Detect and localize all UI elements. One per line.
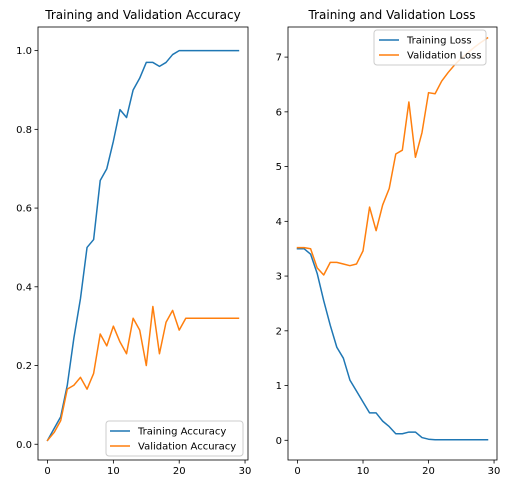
legend-label-validation-loss: Validation Loss <box>407 51 482 62</box>
loss-axes-frame <box>287 26 498 461</box>
series-line-validation-accuracy <box>46 305 240 442</box>
legend-label-training-accuracy: Training Accuracy <box>137 427 226 438</box>
loss-y-tick-label: 0 <box>276 436 282 447</box>
legend-label-validation-accuracy: Validation Accuracy <box>138 442 236 453</box>
accuracy-x-tick-label: 10 <box>107 466 120 477</box>
accuracy-legend-box <box>105 420 244 457</box>
accuracy-chart-title: Training and Validation Accuracy <box>44 8 240 22</box>
loss-x-tick-label: 10 <box>357 466 370 477</box>
loss-x-tick-label: 0 <box>294 466 300 477</box>
legend-label-training-loss: Training Loss <box>406 36 472 47</box>
accuracy-series-group <box>46 49 240 442</box>
accuracy-x-tick-label: 0 <box>44 466 50 477</box>
loss-x-tick-label: 30 <box>488 466 501 477</box>
accuracy-legend: Training Accuracy Validation Accuracy <box>105 420 244 457</box>
accuracy-y-tick-label: 0.8 <box>16 125 32 136</box>
loss-legend-box <box>373 29 487 66</box>
accuracy-y-tick-label: 0.6 <box>16 204 32 215</box>
accuracy-y-tick-label: 0.0 <box>16 440 32 451</box>
loss-y-tick-label: 1 <box>276 381 282 392</box>
accuracy-x-tick-label: 20 <box>173 466 186 477</box>
accuracy-y-tick-label: 0.4 <box>16 282 32 293</box>
loss-y-tick-label: 4 <box>276 217 282 228</box>
loss-x-tick-label: 20 <box>422 466 435 477</box>
loss-legend: Training Loss Validation Loss <box>373 29 487 66</box>
accuracy-y-tick-label: 0.2 <box>16 361 32 372</box>
loss-plot-area: 0 10 20 30 0 1 2 3 4 5 6 7 <box>276 26 501 477</box>
loss-y-tick-label: 2 <box>276 326 282 337</box>
accuracy-chart: Training and Validation Accuracy 0 10 20 30… <box>16 8 251 477</box>
loss-chart: Training and Validation Loss 0 10 20 30 0 1 2 3… <box>276 8 501 477</box>
loss-y-tick-label: 7 <box>276 53 282 64</box>
series-line-training-accuracy <box>46 49 240 442</box>
loss-series-group <box>296 36 489 441</box>
loss-y-tick-label: 5 <box>276 162 282 173</box>
accuracy-x-tick-label: 30 <box>239 466 252 477</box>
accuracy-plot-area: 0 10 20 30 0.0 0.2 0.4 0.6 0.8 1.0 <box>16 26 252 477</box>
accuracy-axes-frame <box>37 26 249 461</box>
loss-chart-title: Training and Validation Loss <box>308 8 476 22</box>
loss-y-tick-label: 6 <box>276 107 282 118</box>
loss-y-tick-label: 3 <box>276 272 282 283</box>
series-line-training-loss <box>296 247 489 441</box>
series-line-validation-loss <box>296 36 489 276</box>
accuracy-y-tick-label: 1.0 <box>16 46 32 57</box>
